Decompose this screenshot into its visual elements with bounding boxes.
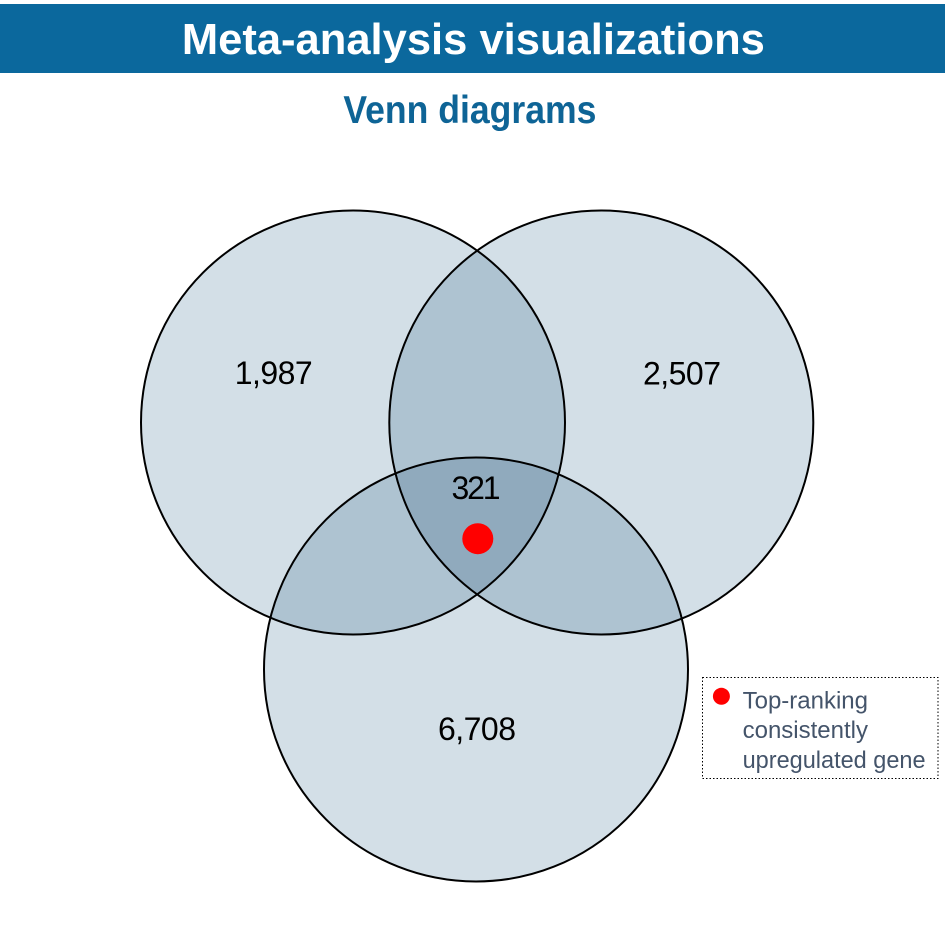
- svg-text:Top-ranking: Top-ranking: [743, 688, 868, 715]
- svg-text:1,987: 1,987: [235, 355, 313, 391]
- svg-text:Venn diagrams: Venn diagrams: [343, 89, 596, 132]
- svg-text:upregulated gene: upregulated gene: [743, 747, 926, 774]
- svg-text:consistently: consistently: [743, 717, 868, 744]
- svg-text:6,708: 6,708: [438, 711, 516, 747]
- svg-text:321: 321: [452, 470, 501, 506]
- svg-text:Meta-analysis visualizations: Meta-analysis visualizations: [182, 15, 765, 64]
- svg-text:2,507: 2,507: [643, 355, 721, 391]
